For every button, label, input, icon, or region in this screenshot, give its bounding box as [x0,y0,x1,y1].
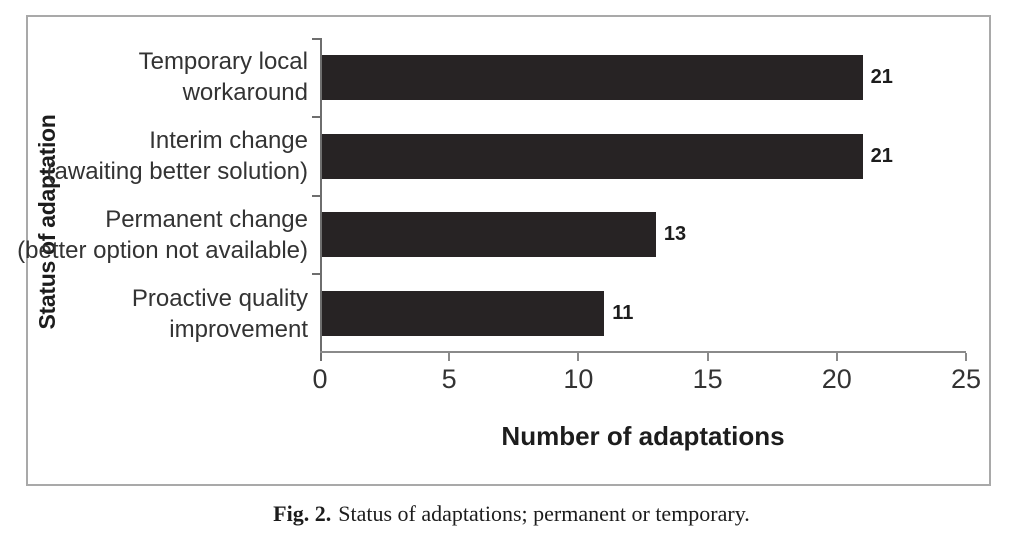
category-label: Interim change (awaiting better solution) [14,117,308,196]
y-tick [312,273,320,276]
bar-value-label: 21 [870,144,893,167]
category-label: Temporary local workaround [14,38,308,117]
figure-caption: Fig. 2. Status of adaptations; permanent … [0,501,1023,527]
bar [322,54,863,100]
x-tick [448,353,451,361]
bar [322,212,656,258]
bar-value-label: 21 [870,65,893,88]
caption-text: Status of adaptations; permanent or temp… [338,501,750,526]
x-axis-line [320,351,966,353]
category-label-line: (awaiting better solution) [46,158,308,186]
x-axis-title: Number of adaptations [501,421,785,451]
category-label-line: improvement [169,315,308,343]
category-label: Proactive quality improvement [14,274,308,353]
category-label-line: Temporary local [138,48,308,76]
x-tick-label: 10 [563,364,594,394]
chart-figure: Status of adaptation 0 5 10 15 20 25 21 Tempora… [17,15,991,486]
bar-value-label: 13 [663,223,687,246]
bar-value-label: 11 [612,302,634,325]
x-tick-label: 25 [950,364,982,394]
x-tick-label: 0 [312,364,328,394]
category-label-line: Permanent change [105,205,308,233]
x-tick [965,353,967,361]
plot-area: 0 5 10 15 20 25 21 Temporary local workaround 21 I… [17,38,981,394]
y-tick [312,38,320,40]
bar [322,291,605,337]
y-axis-line [320,38,322,361]
x-tick-label: 15 [692,364,723,394]
x-tick [706,353,709,361]
category-label-line: Proactive quality [131,284,308,312]
y-tick [312,115,320,118]
category-label-line: (better option not available) [17,236,308,264]
y-tick [312,194,320,197]
x-tick-label: 5 [441,364,457,394]
x-tick-label: 20 [821,364,852,394]
category-label-line: workaround [182,79,308,107]
bar [322,133,863,179]
x-tick [835,353,838,361]
category-label-line: Interim change [149,127,308,155]
caption-label: Fig. 2. [273,501,332,526]
x-tick [577,353,580,361]
category-label: Permanent change (better option not avail… [14,196,308,275]
